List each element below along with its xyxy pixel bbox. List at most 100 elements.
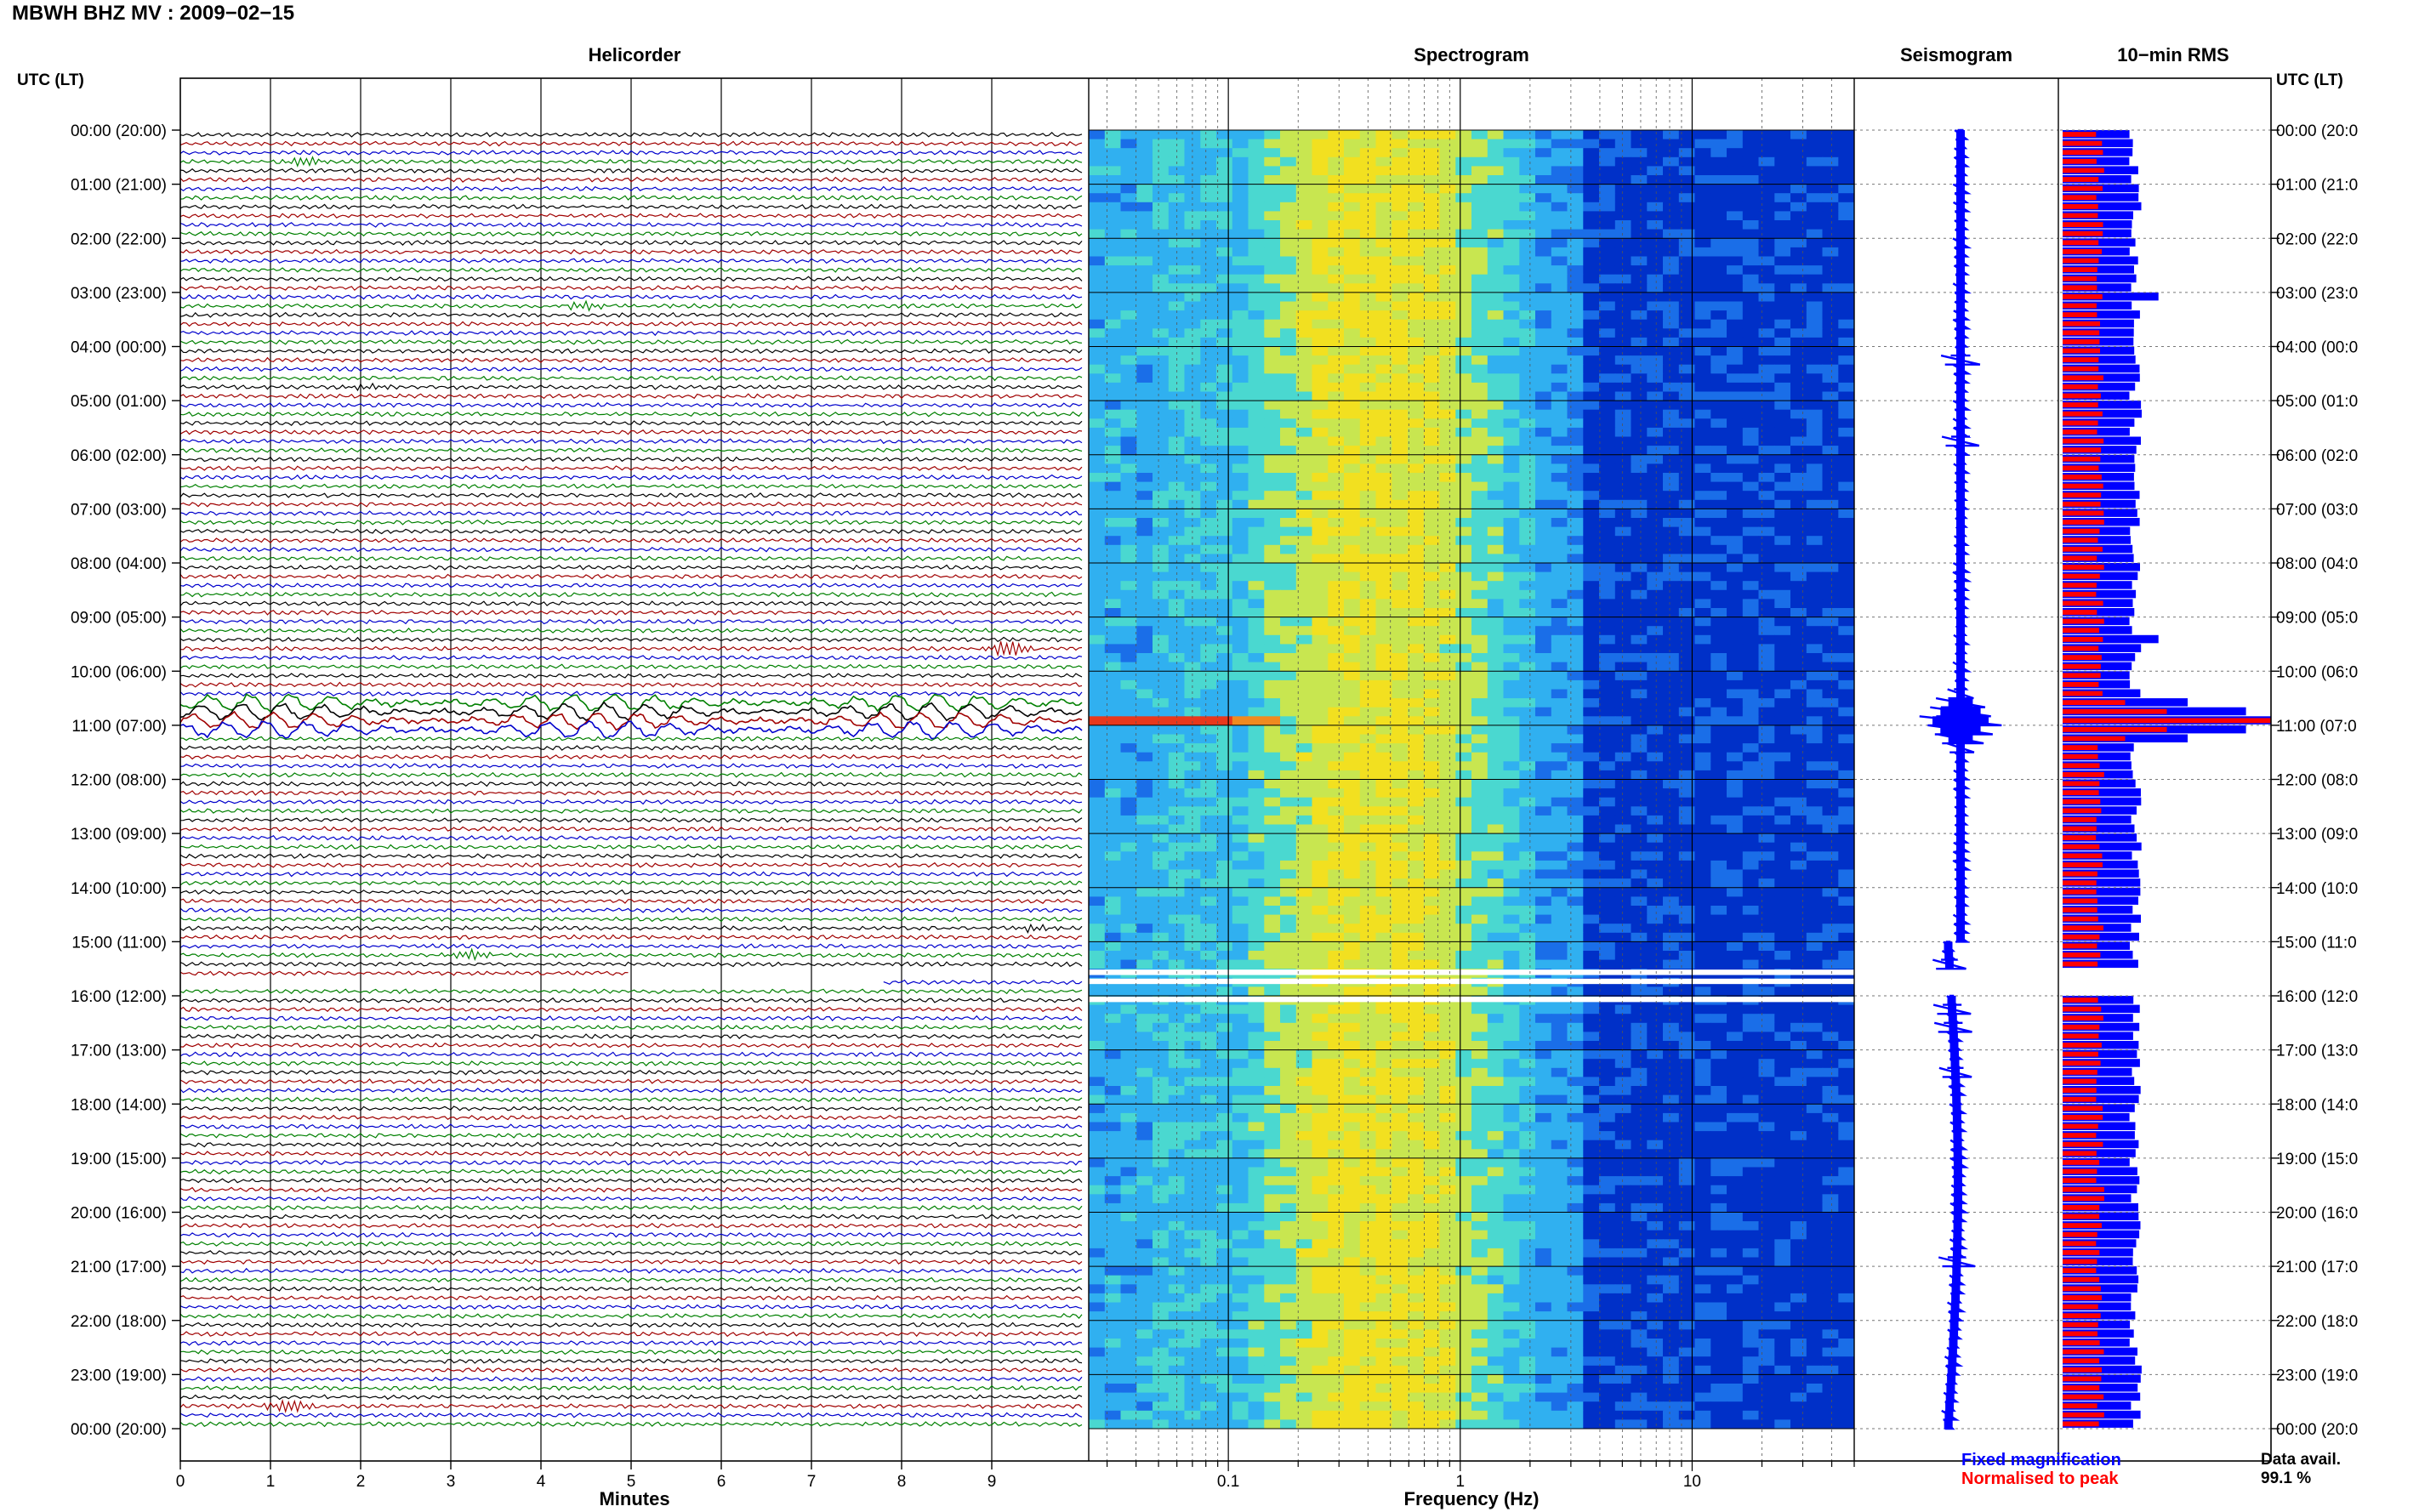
- spectrogram-cell: [1583, 959, 1600, 969]
- spectrogram-cell: [1295, 220, 1313, 230]
- spectrogram-cell: [1694, 274, 1711, 284]
- spectrogram-cell: [1104, 725, 1122, 735]
- spectrogram-cell: [1742, 346, 1760, 356]
- spectrogram-cell: [1503, 924, 1520, 934]
- spectrogram-cell: [1153, 1059, 1170, 1069]
- spectrogram-cell: [1280, 518, 1297, 527]
- spectrogram-cell: [1120, 491, 1137, 501]
- spectrogram-cell: [1120, 896, 1137, 907]
- spectrogram-cell: [1408, 401, 1425, 411]
- spectrogram-cell: [1216, 734, 1233, 744]
- spectrogram-cell: [1232, 391, 1249, 401]
- spectrogram-cell: [1280, 139, 1297, 149]
- spectrogram-cell: [1455, 148, 1472, 158]
- spectrogram-cell: [1631, 256, 1648, 266]
- spectrogram-cell: [1280, 427, 1297, 437]
- spectrogram-cell: [1647, 563, 1664, 572]
- spectrogram-cell: [1455, 130, 1472, 139]
- spectrogram-cell: [1375, 932, 1392, 942]
- spectrogram-cell: [1790, 391, 1807, 401]
- spectrogram-cell: [1184, 518, 1201, 527]
- spectrogram-cell: [1710, 824, 1727, 834]
- spectrogram-cell: [1392, 274, 1409, 284]
- spectrogram-cell: [1408, 752, 1425, 762]
- spectrogram-cell: [1295, 409, 1313, 419]
- spectrogram-cell: [1104, 491, 1122, 501]
- spectrogram-cell: [1280, 526, 1297, 537]
- spectrogram-cell: [1599, 914, 1616, 924]
- spectrogram-cell: [1232, 301, 1249, 311]
- spectrogram-cell: [1295, 571, 1313, 582]
- spectrogram-cell: [1535, 589, 1552, 600]
- spectrogram-cell: [1663, 833, 1680, 844]
- spectrogram-cell: [1312, 499, 1329, 509]
- spectrogram-cell: [1153, 824, 1170, 834]
- spectrogram-cell: [1295, 418, 1313, 429]
- spectrogram-cell: [1710, 608, 1727, 617]
- spectrogram-cell: [1423, 761, 1441, 771]
- spectrogram-cell: [1471, 634, 1488, 645]
- spectrogram-cell: [1647, 932, 1664, 942]
- spectrogram-cell: [1153, 599, 1170, 609]
- spectrogram-cell: [1392, 247, 1409, 257]
- spectrogram-cell: [1471, 391, 1488, 401]
- spectrogram-cell: [1295, 265, 1313, 276]
- spectrogram-cell: [1710, 626, 1727, 636]
- spectrogram-cell: [1742, 184, 1760, 194]
- spectrogram-cell: [1487, 256, 1505, 266]
- spectrogram-cell: [1136, 806, 1153, 816]
- spectrogram-cell: [1089, 896, 1106, 907]
- spectrogram-cell: [1647, 283, 1664, 293]
- spectrogram-cell: [1710, 536, 1727, 546]
- spectrogram-cell: [1710, 581, 1727, 591]
- spectrogram-cell: [1583, 878, 1600, 889]
- spectrogram-cell: [1710, 896, 1727, 907]
- spectrogram-cell: [1806, 842, 1824, 852]
- spectrogram-cell: [1280, 364, 1297, 374]
- spectrogram-cell: [1216, 716, 1233, 726]
- spectrogram-cell: [1471, 563, 1488, 572]
- spectrogram-cell: [1328, 391, 1345, 401]
- spectrogram-cell: [1423, 563, 1441, 572]
- spectrogram-cell: [1328, 401, 1345, 411]
- spectrogram-cell: [1710, 617, 1727, 627]
- spectrogram-cell: [1663, 842, 1680, 852]
- spectrogram-cell: [1375, 761, 1392, 771]
- spectrogram-cell: [1200, 156, 1217, 167]
- spectrogram-cell: [1248, 382, 1265, 392]
- spectrogram-cell: [1136, 526, 1153, 537]
- spectrogram-cell: [1790, 427, 1807, 437]
- spectrogram-cell: [1678, 536, 1696, 546]
- spectrogram-cell: [1471, 887, 1488, 897]
- spectrogram-cell: [1120, 337, 1137, 347]
- spectrogram-cell: [1439, 896, 1456, 907]
- spectrogram-cell: [1774, 391, 1791, 401]
- spectrogram-cell: [1312, 959, 1329, 969]
- spectrogram-cell: [1790, 896, 1807, 907]
- spectrogram-cell: [1423, 653, 1441, 662]
- spectrogram-cell: [1727, 427, 1744, 437]
- spectrogram-cell: [1742, 418, 1760, 429]
- spectrogram-cell: [1344, 653, 1361, 662]
- spectrogram-cell: [1599, 175, 1616, 185]
- spectrogram-cell: [1742, 779, 1760, 789]
- spectrogram-cell: [1312, 679, 1329, 690]
- spectrogram-cell: [1806, 878, 1824, 889]
- spectrogram-cell: [1455, 698, 1472, 708]
- spectrogram-cell: [1264, 491, 1281, 501]
- spectrogram-cell: [1599, 770, 1616, 780]
- spectrogram-cell: [1089, 842, 1106, 852]
- spectrogram-cell: [1423, 941, 1441, 952]
- spectrogram-cell: [1535, 373, 1552, 384]
- spectrogram-cell: [1089, 184, 1106, 194]
- spectrogram-cell: [1312, 364, 1329, 374]
- spectrogram-cell: [1280, 509, 1297, 519]
- spectrogram-cell: [1710, 328, 1727, 338]
- spectrogram-cell: [1120, 860, 1137, 870]
- spectrogram-cell: [1727, 634, 1744, 645]
- spectrogram-cell: [1232, 382, 1249, 392]
- spectrogram-cell: [1184, 716, 1201, 726]
- spectrogram-cell: [1089, 833, 1106, 844]
- spectrogram-cell: [1439, 563, 1456, 572]
- spectrogram-cell: [1774, 779, 1791, 789]
